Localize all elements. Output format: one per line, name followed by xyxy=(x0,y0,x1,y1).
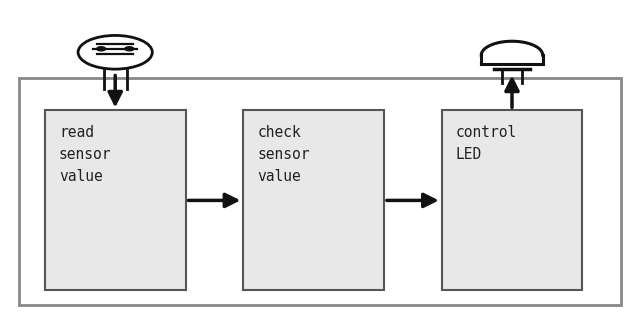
FancyBboxPatch shape xyxy=(442,110,582,291)
Circle shape xyxy=(97,47,106,51)
Text: read
sensor
value: read sensor value xyxy=(59,125,111,184)
FancyBboxPatch shape xyxy=(19,78,621,305)
FancyBboxPatch shape xyxy=(45,110,186,291)
Text: check
sensor
value: check sensor value xyxy=(257,125,310,184)
Circle shape xyxy=(125,47,134,51)
FancyBboxPatch shape xyxy=(243,110,384,291)
Text: control
LED: control LED xyxy=(456,125,517,162)
Circle shape xyxy=(78,35,152,69)
